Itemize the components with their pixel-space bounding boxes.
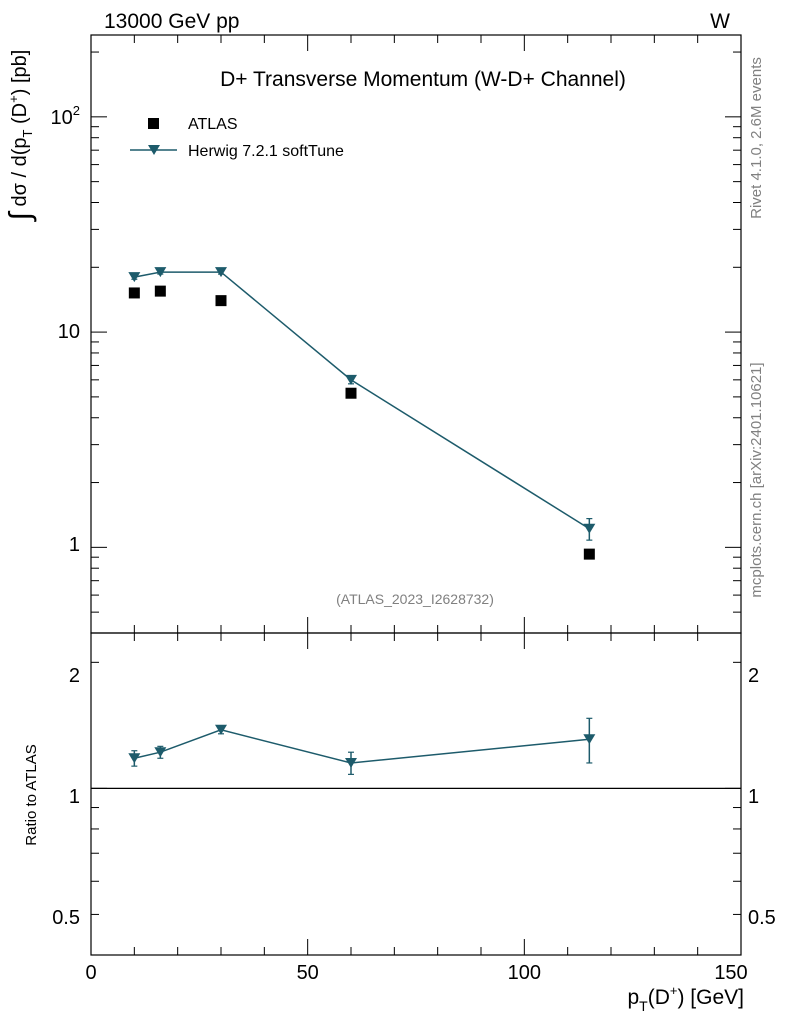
svg-text:∫ dσ / d(pT (D+) [pb]: ∫ dσ / d(pT (D+) [pb] — [4, 50, 37, 223]
y-tick-label-10: 10 — [58, 321, 80, 343]
legend-atlas-marker — [148, 118, 159, 129]
header-energy-label: 13000 GeV pp — [104, 10, 239, 33]
atlas-point — [215, 295, 227, 307]
analysis-id-label: (ATLAS_2023_I2628732) — [336, 591, 494, 607]
atlas-point — [154, 285, 166, 297]
herwig-point — [215, 267, 227, 278]
ratio-y-tick-label-right-2: 2 — [748, 665, 759, 687]
ratio-herwig-point — [154, 747, 167, 758]
ratio-y-tick-label-right-0.5: 0.5 — [748, 907, 776, 929]
herwig-line — [134, 271, 590, 530]
ratio-herwig-point — [345, 757, 357, 768]
main-plot-panel: 1 10 102 D+ Transverse Momentum (W-D+ Ch… — [4, 34, 742, 634]
x-axis-label: pT(D+) [GeV] — [627, 983, 744, 1014]
x-tick-label-0: 0 — [85, 962, 96, 984]
herwig-point — [154, 267, 167, 278]
atlas-point — [345, 387, 357, 399]
ratio-plot-panel: 0.5 1 2 0.5 1 2 Ratio to ATLAS 0 50 100 … — [23, 632, 776, 1014]
ratio-y-tick-label-2: 2 — [69, 665, 80, 687]
legend-herwig-label: Herwig 7.2.1 softTune — [188, 143, 344, 160]
ratio-axis-ticks — [90, 633, 742, 956]
ratio-y-tick-label-1: 1 — [69, 786, 80, 808]
chart-title: D+ Transverse Momentum (W-D+ Channel) — [220, 68, 626, 91]
ratio-plot-frame — [90, 632, 742, 956]
herwig-point — [583, 523, 596, 534]
ratio-data-marks — [91, 717, 741, 790]
main-y-tick-labels: 1 10 102 — [51, 103, 80, 556]
ratio-herwig-line — [134, 729, 590, 764]
x-tick-label-100: 100 — [508, 962, 541, 984]
main-data-marks — [128, 267, 596, 560]
atlas-point — [583, 548, 595, 560]
mcplots-reference-label: mcplots.cern.ch [arXiv:2401.10621] — [748, 362, 765, 597]
ratio-herwig-point — [215, 724, 227, 735]
y-tick-label-100: 102 — [51, 103, 80, 129]
y-tick-label-1: 1 — [69, 534, 80, 556]
ratio-y-tick-label-0.5: 0.5 — [52, 907, 80, 929]
legend-atlas-label: ATLAS — [188, 116, 238, 133]
legend-herwig-marker — [148, 145, 160, 155]
main-y-axis-label: ∫ dσ / d(pT (D+) [pb] — [4, 50, 37, 223]
legend: ATLAS Herwig 7.2.1 softTune — [130, 116, 344, 160]
ratio-y-tick-labels: 0.5 1 2 0.5 1 2 — [52, 665, 776, 929]
x-tick-label-150: 150 — [714, 962, 747, 984]
x-tick-labels: 0 50 100 150 — [85, 962, 747, 984]
ratio-y-tick-label-right-1: 1 — [748, 786, 759, 808]
atlas-point — [128, 287, 140, 299]
ratio-y-axis-label: Ratio to ATLAS — [23, 744, 40, 845]
ratio-herwig-point — [128, 753, 141, 764]
herwig-point — [128, 272, 141, 283]
header-process-label: W — [710, 10, 730, 33]
main-axis-ticks — [90, 35, 742, 634]
rivet-version-label: Rivet 4.1.0, 2.6M events — [748, 57, 765, 219]
herwig-point — [345, 374, 357, 385]
ratio-herwig-point — [583, 734, 596, 745]
x-tick-label-50: 50 — [297, 962, 319, 984]
